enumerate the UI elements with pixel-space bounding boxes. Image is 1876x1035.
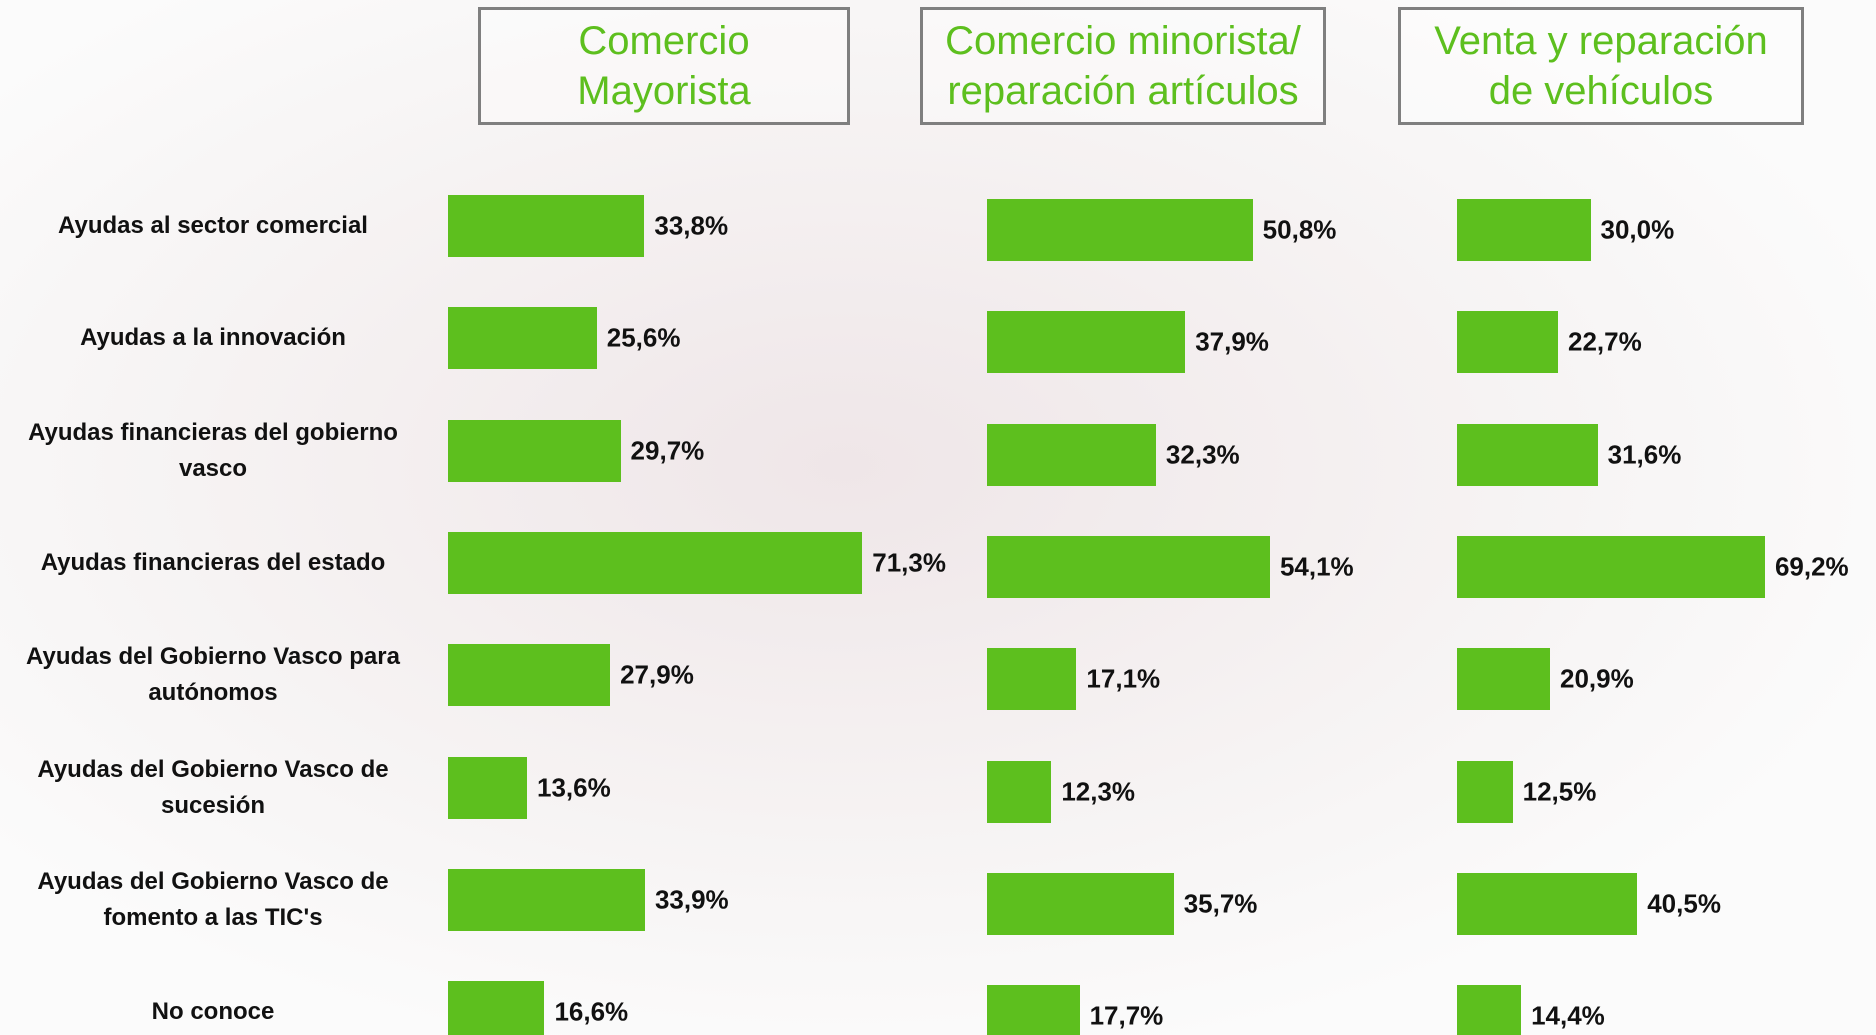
value-label: 69,2% bbox=[1775, 551, 1849, 582]
value-label: 17,1% bbox=[1086, 664, 1160, 695]
bar bbox=[1457, 536, 1765, 598]
value-label: 25,6% bbox=[607, 323, 681, 354]
value-label: 33,8% bbox=[654, 211, 728, 242]
value-label: 16,6% bbox=[554, 997, 628, 1028]
value-label: 31,6% bbox=[1608, 439, 1682, 470]
value-label: 32,3% bbox=[1166, 439, 1240, 470]
bar bbox=[1457, 648, 1550, 710]
bar bbox=[987, 424, 1156, 486]
bar bbox=[448, 757, 527, 819]
value-label: 35,7% bbox=[1184, 888, 1258, 919]
bar bbox=[448, 869, 645, 931]
bar bbox=[987, 873, 1174, 935]
value-label: 14,4% bbox=[1531, 1001, 1605, 1032]
panel-title: Comercio Mayorista bbox=[478, 7, 850, 125]
bar bbox=[1457, 985, 1521, 1035]
category-label: Ayudas financieras del gobierno vasco bbox=[0, 415, 418, 487]
value-label: 17,7% bbox=[1090, 1001, 1164, 1032]
category-label: Ayudas del Gobierno Vasco de fomento a l… bbox=[0, 864, 418, 936]
value-label: 27,9% bbox=[620, 660, 694, 691]
bar bbox=[448, 532, 862, 594]
panel-title: Venta y reparación de vehículos bbox=[1398, 7, 1804, 125]
bar bbox=[448, 195, 644, 257]
bar bbox=[987, 199, 1253, 261]
value-label: 12,5% bbox=[1523, 776, 1597, 807]
chart: Ayudas al sector comercial Ayudas a la in… bbox=[0, 0, 1876, 1035]
value-label: 37,9% bbox=[1195, 327, 1269, 358]
value-label: 12,3% bbox=[1061, 776, 1135, 807]
bar bbox=[987, 648, 1076, 710]
value-label: 50,8% bbox=[1263, 215, 1337, 246]
category-label: Ayudas al sector comercial bbox=[0, 208, 418, 244]
bar bbox=[1457, 199, 1591, 261]
panel-title: Comercio minorista/ reparación artículos bbox=[920, 7, 1326, 125]
category-label: Ayudas a la innovación bbox=[0, 320, 418, 356]
bar bbox=[1457, 761, 1513, 823]
bar bbox=[1457, 311, 1558, 373]
value-label: 71,3% bbox=[872, 547, 946, 578]
value-label: 13,6% bbox=[537, 772, 611, 803]
bar bbox=[987, 536, 1270, 598]
value-label: 22,7% bbox=[1568, 327, 1642, 358]
bar bbox=[1457, 424, 1598, 486]
value-label: 33,9% bbox=[655, 884, 729, 915]
value-label: 29,7% bbox=[631, 435, 705, 466]
bar bbox=[448, 420, 621, 482]
bar bbox=[987, 761, 1051, 823]
category-label: Ayudas del Gobierno Vasco de sucesión bbox=[0, 752, 418, 824]
bar bbox=[1457, 873, 1637, 935]
bar bbox=[448, 307, 597, 369]
bar bbox=[987, 311, 1185, 373]
bar bbox=[448, 644, 610, 706]
category-label: No conoce bbox=[0, 994, 418, 1030]
bar bbox=[448, 981, 544, 1035]
bar bbox=[987, 985, 1080, 1035]
value-label: 40,5% bbox=[1647, 888, 1721, 919]
category-label: Ayudas del Gobierno Vasco para autónomos bbox=[0, 639, 418, 711]
value-label: 20,9% bbox=[1560, 664, 1634, 695]
value-label: 30,0% bbox=[1601, 215, 1675, 246]
value-label: 54,1% bbox=[1280, 551, 1354, 582]
category-label: Ayudas financieras del estado bbox=[0, 545, 418, 581]
